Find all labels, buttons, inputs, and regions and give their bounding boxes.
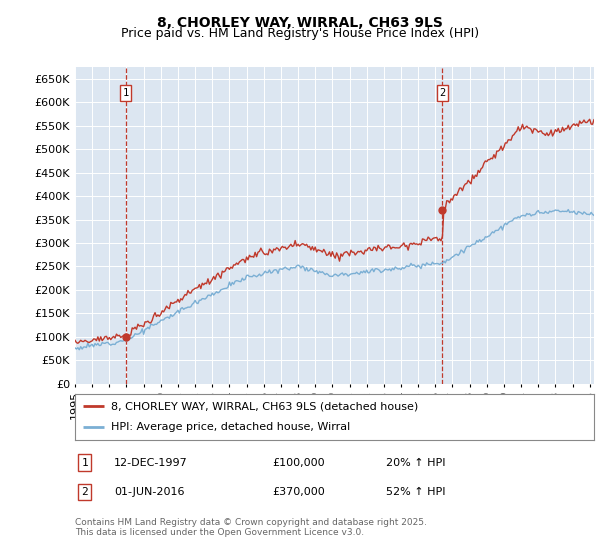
Text: £100,000: £100,000 — [272, 458, 325, 468]
Text: Contains HM Land Registry data © Crown copyright and database right 2025.
This d: Contains HM Land Registry data © Crown c… — [75, 518, 427, 538]
Text: HPI: Average price, detached house, Wirral: HPI: Average price, detached house, Wirr… — [112, 422, 350, 432]
Text: 2: 2 — [439, 88, 446, 98]
Text: 8, CHORLEY WAY, WIRRAL, CH63 9LS: 8, CHORLEY WAY, WIRRAL, CH63 9LS — [157, 16, 443, 30]
Text: 20% ↑ HPI: 20% ↑ HPI — [386, 458, 446, 468]
Text: 1: 1 — [81, 458, 88, 468]
Text: 2: 2 — [81, 487, 88, 497]
Text: £370,000: £370,000 — [272, 487, 325, 497]
Text: 12-DEC-1997: 12-DEC-1997 — [114, 458, 188, 468]
Text: 1: 1 — [122, 88, 129, 98]
Text: 01-JUN-2016: 01-JUN-2016 — [114, 487, 184, 497]
Text: 52% ↑ HPI: 52% ↑ HPI — [386, 487, 446, 497]
Text: 8, CHORLEY WAY, WIRRAL, CH63 9LS (detached house): 8, CHORLEY WAY, WIRRAL, CH63 9LS (detach… — [112, 401, 419, 411]
Text: Price paid vs. HM Land Registry's House Price Index (HPI): Price paid vs. HM Land Registry's House … — [121, 27, 479, 40]
